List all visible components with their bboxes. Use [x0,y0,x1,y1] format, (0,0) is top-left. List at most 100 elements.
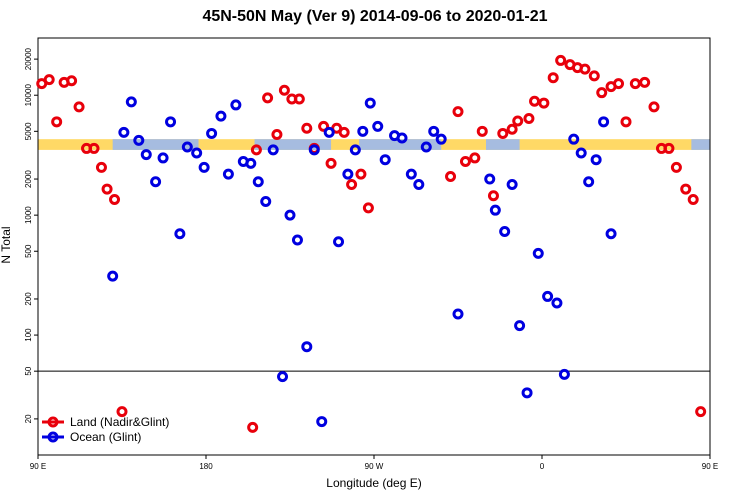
ocean-point [215,110,227,122]
land-point [469,152,481,164]
ocean-point [140,149,152,161]
ocean-point [558,368,570,380]
ocean-point [428,125,440,137]
y-tick-label: 5000 [24,122,33,140]
x-tick-label: 0 [540,462,545,471]
x-axis-label: Longitude (deg E) [326,476,422,490]
ocean-point [174,228,186,240]
legend-marker-land [47,416,59,428]
legend-label-ocean: Ocean (Glint) [70,430,141,444]
land-point [620,116,632,128]
land-point [452,106,464,118]
ocean-point [357,125,369,137]
ocean-point [532,247,544,259]
land-point [476,125,488,137]
land-point [555,54,567,66]
ocean-point [499,226,511,238]
land-point [629,78,641,90]
ocean-point [301,341,313,353]
ocean-point [245,157,257,169]
land-point [301,122,313,134]
ocean-point [420,141,432,153]
land-point [588,70,600,82]
ocean-point [107,270,119,282]
legend-label-land: Land (Nadir&Glint) [70,415,169,429]
yield-band [38,139,710,150]
ocean-point [191,147,203,159]
ocean-point [349,144,361,156]
land-point [579,63,591,75]
data-series [36,54,707,433]
land-point [670,161,682,173]
land-point [687,194,699,206]
land-point [459,156,471,168]
land-point [538,97,550,109]
ocean-point [372,120,384,132]
legend: Land (Nadir&Glint) Ocean (Glint) [42,415,169,444]
land-point [325,157,337,169]
land-point [512,115,524,127]
y-tick-label: 10000 [24,84,33,107]
ocean-point [506,179,518,191]
ocean-point [333,236,345,248]
y-tick-label: 500 [24,244,33,258]
ocean-point [521,387,533,399]
ocean-point [316,416,328,428]
y-tick-label: 100 [24,328,33,342]
land-point [497,127,509,139]
land-point [663,142,675,154]
land-point [346,179,358,191]
land-point [445,171,457,183]
land-point [293,93,305,105]
ocean-point [379,154,391,166]
land-point [355,168,367,180]
ocean-point [150,176,162,188]
ocean-point [452,308,464,320]
land-point [101,183,113,195]
ocean-point [575,147,587,159]
ocean-point [181,141,193,153]
x-tick-label: 90 E [702,462,718,471]
band-ocean-segment [486,139,520,150]
land-point [43,74,55,86]
x-tick-label: 180 [199,462,213,471]
ocean-point [125,96,137,108]
land-point [271,129,283,141]
y-tick-label: 50 [24,366,33,375]
ocean-point [583,176,595,188]
land-point [247,421,259,433]
land-point [88,142,100,154]
ocean-point [323,126,335,138]
y-tick-label: 1000 [24,206,33,224]
band-ocean-segment [359,139,442,150]
land-point [680,183,692,195]
y-tick-label: 200 [24,292,33,306]
ocean-point [222,168,234,180]
ocean-point [118,126,130,138]
ocean-point [364,97,376,109]
land-point [338,126,350,138]
band-ocean-segment [112,139,199,150]
y-axis-label: N Total [0,226,13,264]
ocean-point [413,179,425,191]
y-tick-label: 2000 [24,170,33,188]
ocean-point [551,297,563,309]
land-point [487,190,499,202]
ocean-point [230,99,242,111]
land-point [639,76,651,88]
land-point [362,202,374,214]
ocean-point [308,144,320,156]
land-point [278,84,290,96]
land-point [116,406,128,418]
land-point [66,75,78,87]
ocean-point [598,116,610,128]
x-axis: 90 E 180 90 W 0 90 E [30,455,718,471]
land-point [695,406,707,418]
land-point [318,120,330,132]
land-point [596,87,608,99]
land-point [547,72,559,84]
ocean-point [514,320,526,332]
y-axis: 20 50 100 200 500 1000 2000 5000 10000 20000 [24,47,38,423]
legend-marker-ocean [47,431,59,443]
